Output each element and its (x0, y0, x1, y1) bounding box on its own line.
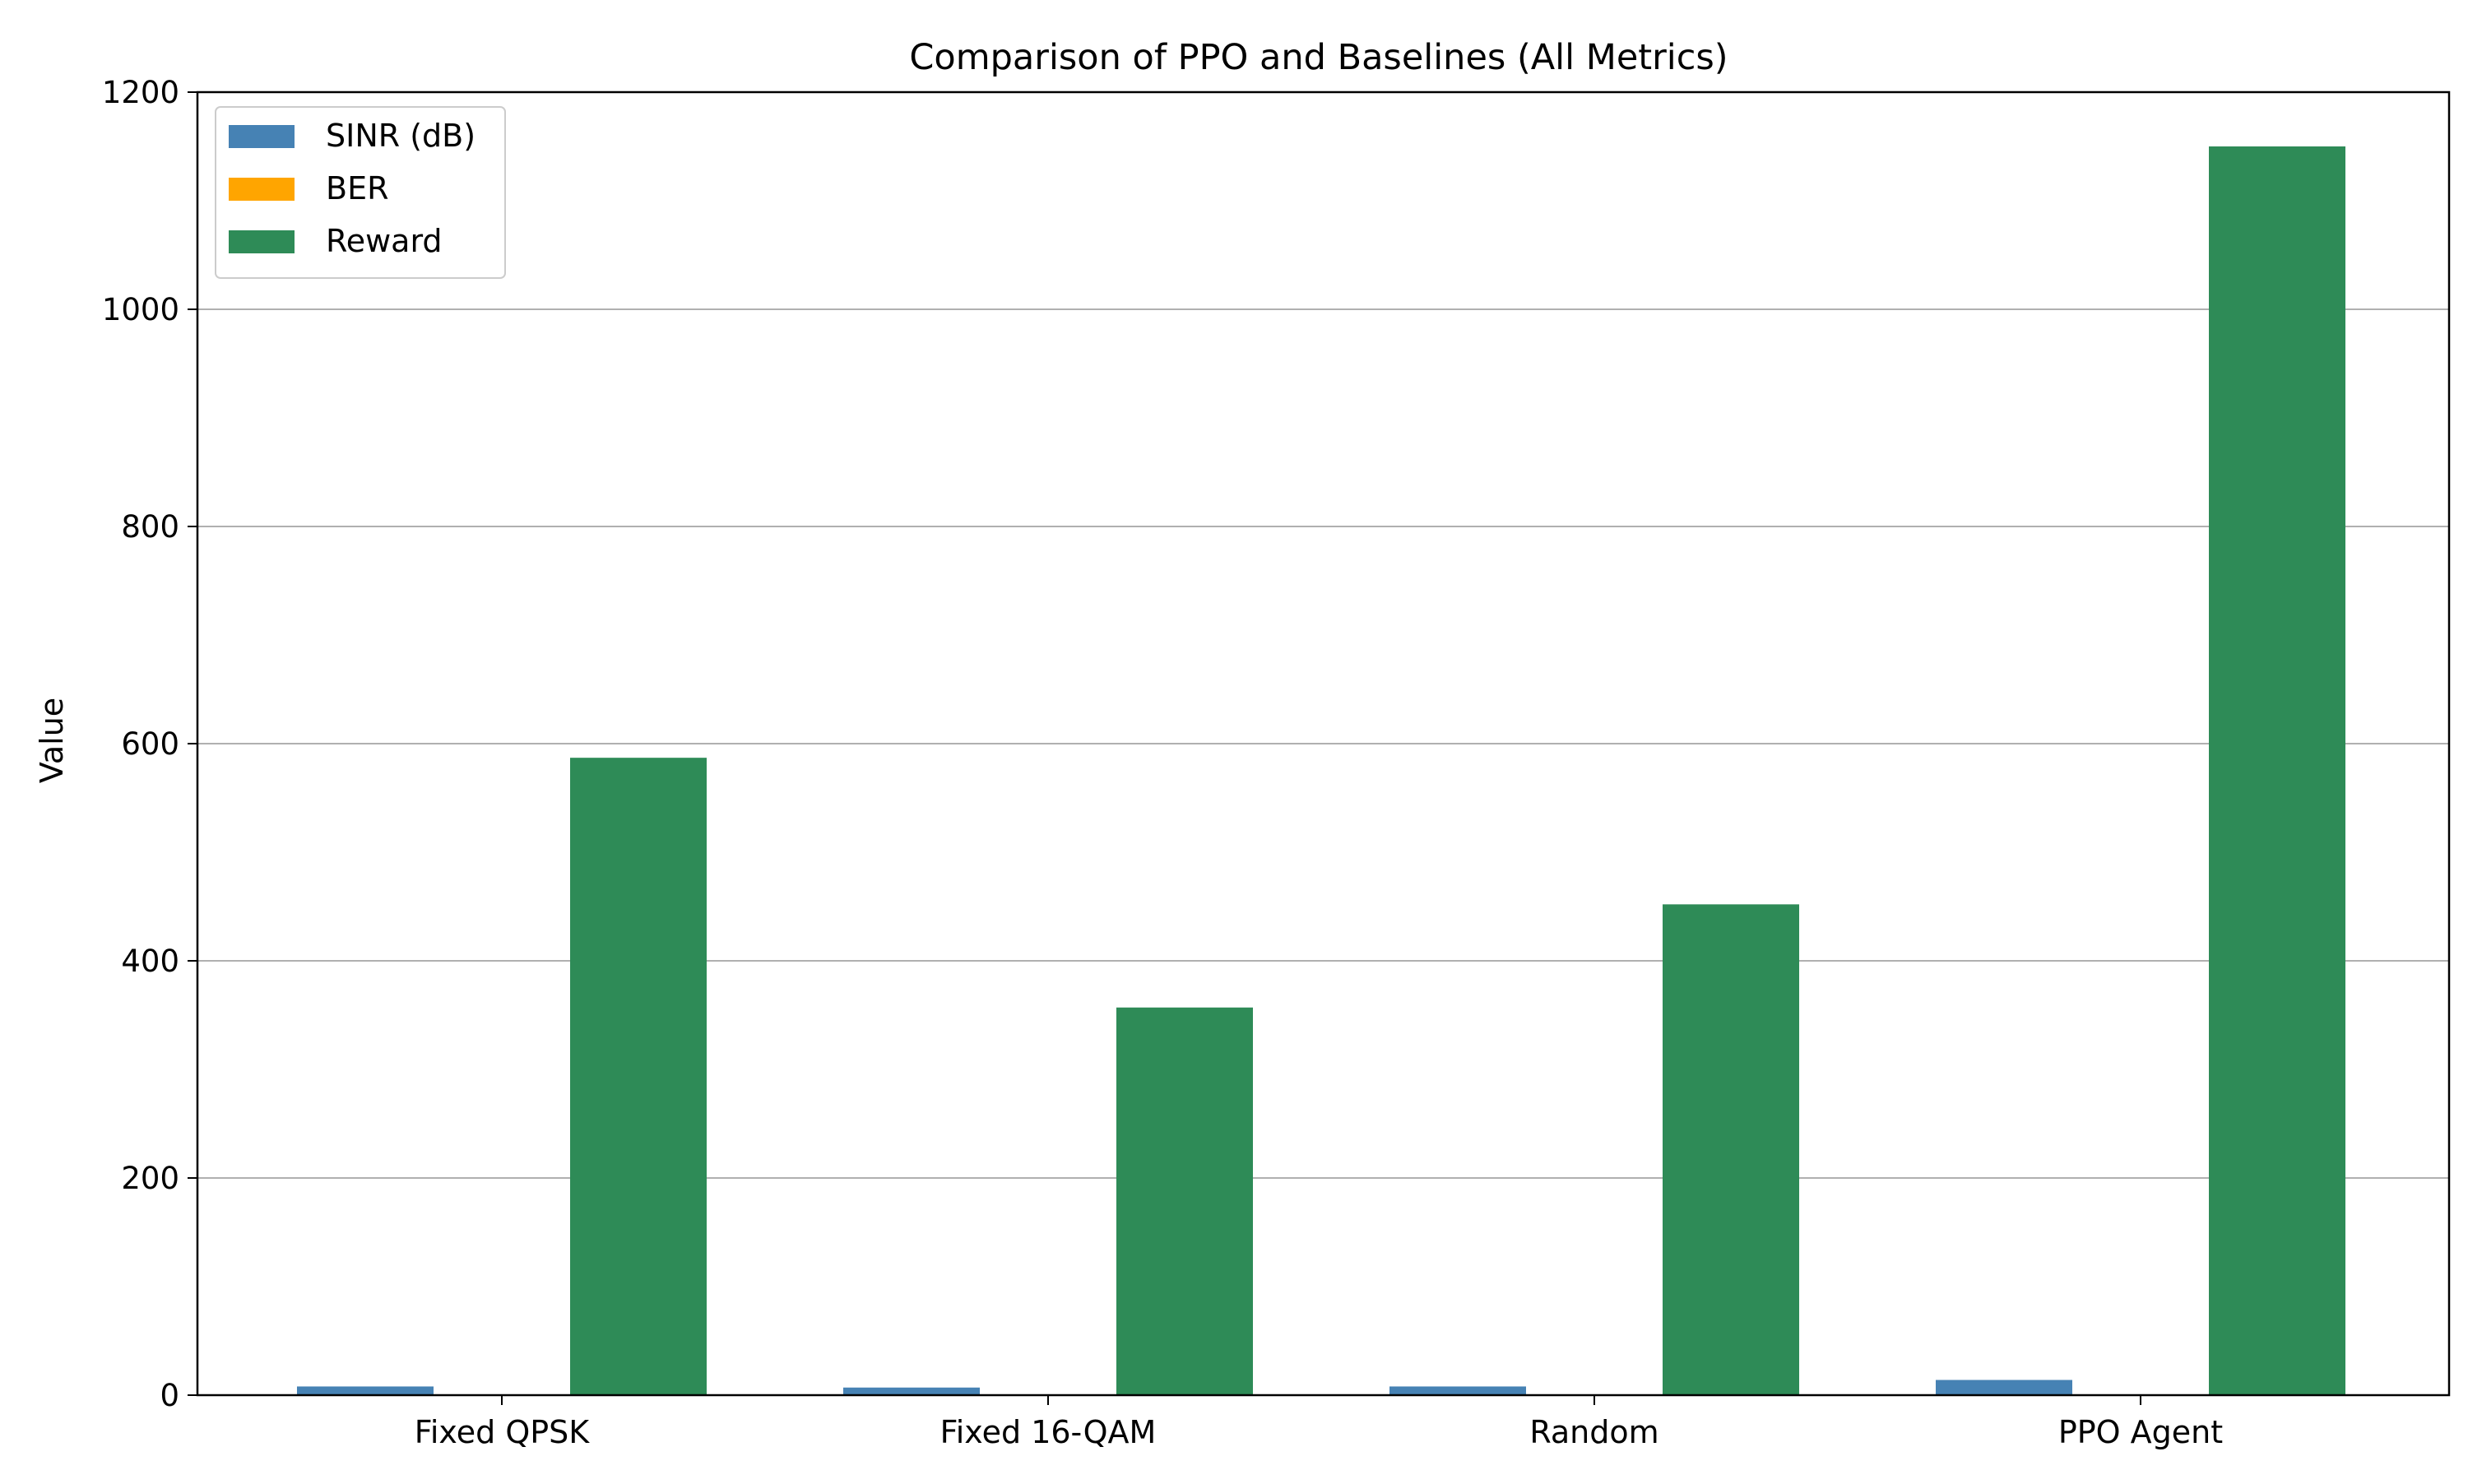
legend-swatch (229, 230, 295, 253)
bar-sinr-db (297, 1386, 434, 1395)
bar-reward (2209, 146, 2345, 1395)
bar-sinr-db (843, 1388, 980, 1395)
bar-sinr-db (1936, 1380, 2072, 1395)
y-tick-label: 200 (121, 1161, 179, 1196)
y-tick-label: 600 (121, 726, 179, 762)
y-tick-label: 400 (121, 944, 179, 979)
legend-label: SINR (dB) (326, 118, 476, 154)
legend-label: BER (326, 170, 388, 206)
y-axis-label: Value (34, 698, 70, 783)
x-tick-label: Random (1529, 1414, 1658, 1450)
bar-sinr-db (1389, 1386, 1526, 1395)
bar-reward (1663, 904, 1799, 1395)
x-tick-label: Fixed 16-QAM (940, 1414, 1157, 1450)
x-tick-label: PPO Agent (2058, 1414, 2223, 1450)
y-tick-label: 1000 (102, 292, 179, 327)
chart-title: Comparison of PPO and Baselines (All Met… (909, 37, 1728, 78)
y-tick-label: 800 (121, 509, 179, 545)
bar-reward (570, 758, 707, 1395)
bar-reward (1116, 1008, 1253, 1395)
y-tick-label: 0 (160, 1378, 179, 1413)
legend: SINR (dB) BER Reward (216, 107, 505, 278)
x-tick-label: Fixed QPSK (415, 1414, 590, 1450)
legend-swatch (229, 178, 295, 201)
legend-swatch (229, 125, 295, 148)
legend-label: Reward (326, 223, 443, 259)
y-tick-label: 1200 (102, 75, 179, 110)
